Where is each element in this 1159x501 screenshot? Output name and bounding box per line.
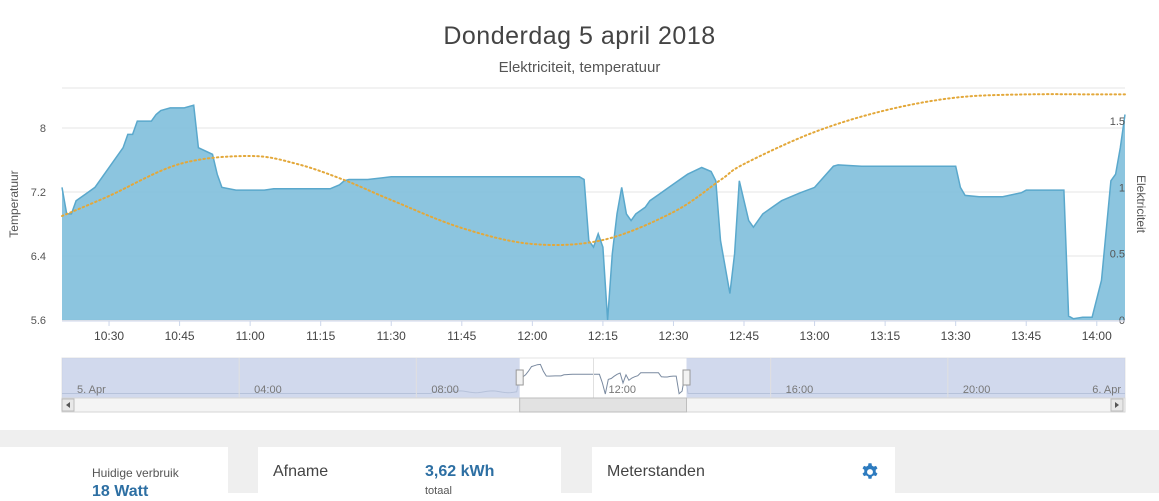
arrow-left-icon [66,402,70,408]
gear-icon[interactable] [860,462,880,482]
current-usage-label: Huidige verbruik [92,466,179,480]
x-tick-label: 12:15 [588,329,618,343]
x-tick-label: 11:45 [447,329,476,343]
y-right-tick-label: 0.5 [1110,249,1125,261]
navigator-label: 6. Apr [1092,384,1121,396]
navigator[interactable]: 5. Apr 04:00 08:00 12:00 16:00 20:00 6. Apr [61,357,1126,413]
x-tick-label: 12:45 [729,329,759,343]
x-tick-label: 11:15 [306,329,335,343]
afname-value: 3,62 kWh [425,463,495,480]
afname-label: Afname [273,463,329,480]
meterstanden-card [592,447,895,493]
electricity-line [61,104,1126,321]
meterstanden-label: Meterstanden [607,463,705,480]
navigator-handle-right[interactable] [682,369,691,386]
x-tick-label: 10:45 [165,329,195,343]
navigator-label: 04:00 [254,384,282,396]
y-left-tick-label: 6.4 [31,251,46,263]
x-tick-label: 10:30 [94,329,124,343]
navigator-mask-left [62,358,520,398]
current-usage-value: 18 Watt [92,483,149,500]
navigator-label: 16:00 [786,384,814,396]
current-usage-card [0,447,228,493]
electricity-area [62,105,1125,320]
afname-card [258,447,561,493]
x-tick-label: 11:00 [236,329,265,343]
y-left-tick-label: 8 [40,123,46,135]
afname-sub: totaal [425,485,452,497]
navigator-label: 08:00 [431,384,459,396]
navigator-label: 20:00 [963,384,991,396]
y-left-tick-label: 5.6 [31,315,46,327]
x-tick-label: 13:45 [1011,329,1041,343]
navigator-mask-right [686,358,1125,398]
x-tick-label: 12:30 [658,329,688,343]
x-tick-label: 13:15 [870,329,900,343]
y-right-axis-label: Elektriciteit [1134,175,1148,234]
y-right-tick-label: 1 [1119,182,1125,194]
x-tick-label: 13:00 [800,329,830,343]
navigator-handle-left[interactable] [515,369,524,386]
y-right-tick-label: 1.5 [1110,116,1125,128]
navigator-scrollbar-thumb[interactable] [519,397,688,413]
chart-subtitle: Elektriciteit, temperatuur [498,59,661,76]
x-tick-label: 14:00 [1082,329,1112,343]
navigator-label: 5. Apr [77,384,106,396]
x-tick-label: 12:00 [517,329,547,343]
temperature-line [61,93,1126,247]
navigator-label: 12:00 [609,384,637,396]
x-tick-label: 13:30 [941,329,971,343]
chart-area: 5.66.47.28 00.511.5 10:30 10:45 11:00 11:15… [7,87,1148,413]
chart-title: Donderdag 5 april 2018 [443,22,716,50]
x-tick-label: 11:30 [377,329,406,343]
arrow-right-icon [1115,402,1119,408]
y-left-axis-label: Temperatuur [7,170,21,237]
y-left-tick-label: 7.2 [31,187,46,199]
